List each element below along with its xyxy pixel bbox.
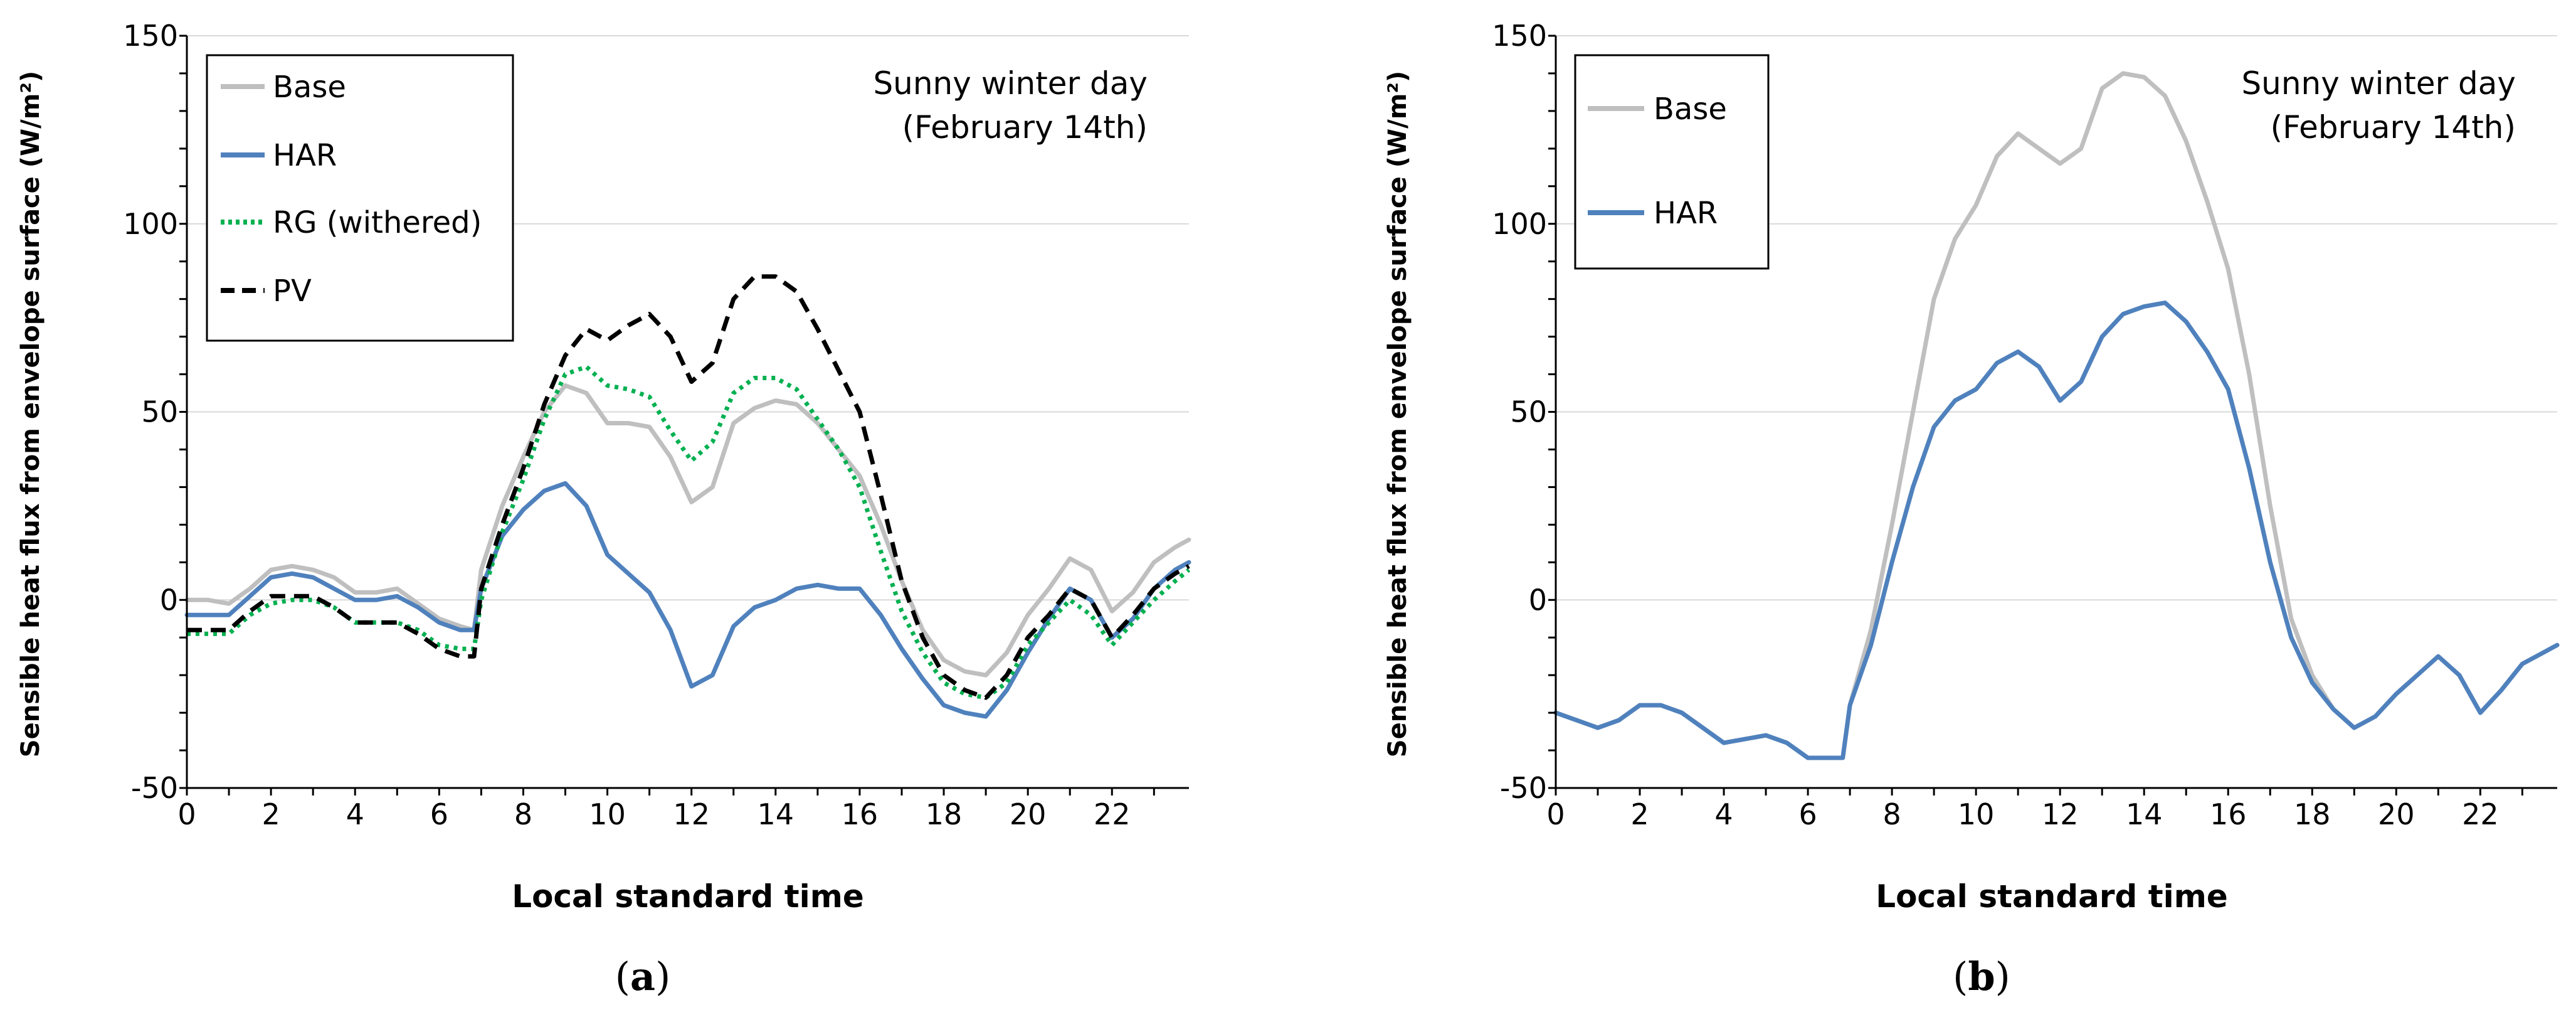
panel-b-x-axis-title: Local standard time (1876, 878, 2228, 915)
panel-b-label-close: ) (1995, 954, 2010, 999)
series-line-base (184, 383, 1191, 678)
panel-a-x-axis-title: Local standard time (512, 878, 864, 915)
x-tick-label-8: 8 (514, 797, 532, 831)
legend-item-base-b: Base (1588, 92, 1727, 127)
panel-b-y-axis-title: Sensible heat flux from envelope surface… (1383, 71, 1412, 757)
panel-a-y-axis-title: Sensible heat flux from envelope surface… (16, 71, 45, 757)
x-tick-label-20: 20 (2378, 797, 2415, 831)
panel-a-annotation-line1: Sunny winter day (873, 65, 1148, 102)
series-line-rg-withered (187, 365, 1191, 700)
panel-a-legend-box (206, 54, 514, 342)
legend-label-har: HAR (273, 138, 337, 173)
panel-b-label-open: ( (1953, 954, 1968, 999)
panel-a-axes (179, 35, 1189, 796)
legend-item-base: Base (221, 70, 346, 105)
y-tick-label--50: -50 (131, 771, 178, 805)
x-tick-label-18: 18 (2294, 797, 2331, 831)
x-tick-label-6: 6 (430, 797, 448, 831)
x-tick-label-16: 16 (842, 797, 879, 831)
panel-a-y-tick-labels: -50 0 50 100 150 (123, 19, 178, 805)
x-tick-label-8: 8 (1882, 797, 1901, 831)
x-tick-label-2: 2 (261, 797, 280, 831)
y-tick-label-50: 50 (141, 395, 178, 429)
x-tick-label-6: 6 (1798, 797, 1817, 831)
panel-a-series (184, 274, 1191, 719)
x-tick-label-12: 12 (673, 797, 710, 831)
panel-b-axes (1548, 35, 2557, 796)
x-tick-label-12: 12 (2042, 797, 2079, 831)
panel-a-label-close: ) (655, 954, 670, 999)
legend-item-har: HAR (221, 138, 337, 173)
y-tick-label-0: 0 (160, 583, 178, 617)
y-tick-label-100: 100 (123, 207, 178, 241)
y-tick-label-100: 100 (1492, 207, 1547, 241)
panel-b-series (1553, 71, 2560, 760)
x-tick-label-10: 10 (589, 797, 626, 831)
panel-a-x-tick-labels: 0 2 4 6 8 10 12 14 16 18 20 22 (177, 797, 1130, 831)
series-line-har (1553, 301, 2560, 760)
x-tick-label-10: 10 (1958, 797, 1995, 831)
legend-item-rg: RG (withered) (221, 205, 482, 240)
legend-label-rg: RG (withered) (273, 205, 482, 240)
panel-b-gridlines (1556, 35, 2557, 601)
legend-item-har-b: HAR (1588, 196, 1718, 231)
panel-a-annotation-line2: (February 14th) (902, 109, 1148, 146)
y-tick-label-150: 150 (123, 19, 178, 53)
x-tick-label-20: 20 (1010, 797, 1047, 831)
y-tick-label-50: 50 (1510, 395, 1547, 429)
y-tick-label--50: -50 (1500, 771, 1547, 805)
panel-a-label-open: ( (615, 954, 630, 999)
panel-b-annotation-line2: (February 14th) (2271, 109, 2516, 146)
x-tick-label-0: 0 (1546, 797, 1565, 831)
panel-a-label: (a) (615, 954, 671, 999)
y-tick-label-0: 0 (1529, 583, 1547, 617)
y-tick-label-150: 150 (1492, 19, 1547, 53)
x-tick-label-0: 0 (177, 797, 196, 831)
legend-label-pv: PV (273, 274, 312, 309)
x-tick-label-22: 22 (1094, 797, 1131, 831)
panel-b-y-tick-labels: -50 0 50 100 150 (1492, 19, 1547, 805)
legend-label-har-b: HAR (1654, 196, 1718, 231)
x-tick-label-4: 4 (346, 797, 364, 831)
panel-b-label: (b) (1953, 954, 2010, 999)
series-line-pv (187, 274, 1190, 700)
legend-label-base: Base (273, 70, 346, 105)
panel-a-label-letter: a (630, 954, 655, 999)
legend-item-pv: PV (221, 274, 312, 309)
panel-b-legend: Base HAR (1588, 92, 1727, 231)
x-tick-label-18: 18 (926, 797, 963, 831)
panel-a-legend: Base HAR RG (withered) PV (221, 70, 482, 309)
panel-b-label-letter: b (1968, 954, 1995, 999)
series-line-har (184, 481, 1191, 719)
x-tick-label-14: 14 (757, 797, 794, 831)
panel-b-x-tick-labels: 0 2 4 6 8 10 12 14 16 18 20 22 (1546, 797, 2498, 831)
x-tick-label-22: 22 (2462, 797, 2499, 831)
x-tick-label-4: 4 (1714, 797, 1733, 831)
x-tick-label-14: 14 (2126, 797, 2163, 831)
x-tick-label-16: 16 (2210, 797, 2247, 831)
panel-b-legend-box (1574, 54, 1770, 270)
panel-b-annotation-line1: Sunny winter day (2241, 65, 2516, 102)
x-tick-label-2: 2 (1630, 797, 1649, 831)
legend-label-base-b: Base (1654, 92, 1727, 127)
